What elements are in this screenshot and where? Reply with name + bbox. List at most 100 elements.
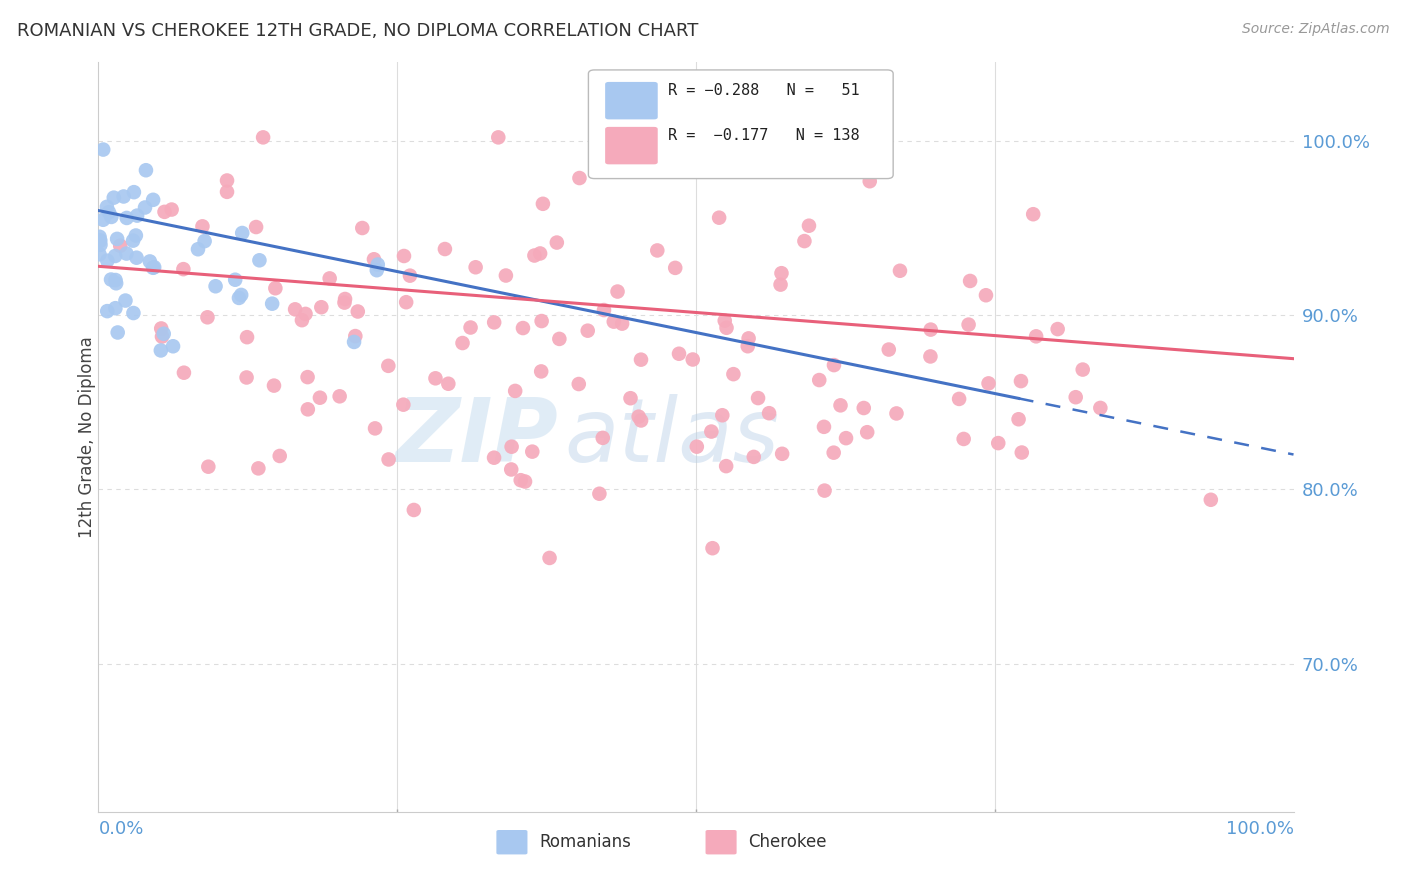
Point (395, 295, 418, 310)
Point (122, 234, 145, 248)
FancyBboxPatch shape (706, 830, 737, 855)
Point (91, 143, 114, 157)
Text: 100.0%: 100.0% (1226, 821, 1294, 838)
Point (114, 293, 136, 308)
Point (619, 391, 641, 405)
Point (1064, 390, 1087, 404)
Point (247, 461, 270, 475)
Point (104, 273, 127, 287)
Point (311, 300, 333, 314)
Point (262, 296, 284, 310)
Text: ROMANIAN VS CHEROKEE 12TH GRADE, NO DIPLOMA CORRELATION CHART: ROMANIAN VS CHEROKEE 12TH GRADE, NO DIPL… (17, 22, 699, 40)
Point (115, 211, 138, 225)
Point (172, 262, 194, 277)
Point (723, 130, 745, 145)
Point (367, 258, 389, 272)
Point (245, 220, 267, 235)
Point (886, 407, 908, 421)
Point (686, 440, 709, 454)
Point (103, 191, 125, 205)
Point (742, 450, 765, 464)
Point (482, 450, 505, 465)
Point (104, 301, 127, 316)
Point (747, 391, 769, 405)
Point (333, 292, 356, 306)
Point (852, 401, 875, 415)
Point (957, 318, 980, 332)
Point (89, 234, 111, 248)
Point (959, 274, 981, 288)
Point (664, 260, 686, 275)
Point (122, 306, 145, 320)
Point (125, 251, 148, 265)
Point (191, 219, 214, 234)
Point (523, 248, 546, 262)
Point (593, 303, 616, 318)
Point (127, 209, 149, 223)
Point (769, 277, 792, 292)
Point (451, 336, 474, 351)
Point (636, 141, 658, 155)
Point (291, 313, 314, 327)
Point (252, 130, 274, 145)
Point (920, 350, 942, 364)
Point (546, 235, 568, 250)
Point (173, 366, 195, 380)
Point (538, 550, 561, 565)
Point (568, 377, 591, 392)
FancyBboxPatch shape (589, 70, 893, 178)
Point (606, 285, 628, 299)
Point (1090, 401, 1112, 415)
Point (723, 367, 745, 381)
Point (823, 445, 845, 459)
Point (284, 302, 307, 317)
Point (399, 268, 422, 283)
Point (952, 432, 974, 446)
Point (793, 234, 815, 248)
Point (231, 226, 253, 240)
Point (758, 406, 780, 420)
Point (143, 260, 166, 275)
Point (125, 228, 148, 243)
Point (1011, 445, 1033, 459)
Point (603, 315, 626, 329)
Text: Cherokee: Cherokee (748, 833, 827, 851)
Point (713, 314, 735, 328)
Point (737, 331, 759, 345)
Point (150, 329, 173, 343)
Point (263, 378, 285, 392)
Point (89, 229, 111, 244)
Point (329, 389, 352, 403)
Point (530, 314, 553, 328)
Point (974, 288, 997, 302)
Text: 0.0%: 0.0% (98, 821, 143, 838)
Point (859, 174, 882, 188)
Point (627, 409, 650, 424)
Point (630, 413, 652, 427)
Point (711, 409, 734, 423)
FancyBboxPatch shape (496, 830, 527, 855)
Point (482, 315, 505, 329)
Point (392, 398, 415, 412)
Point (501, 440, 523, 454)
Point (142, 260, 165, 275)
Point (513, 475, 536, 489)
Point (830, 398, 852, 412)
Point (987, 436, 1010, 450)
Point (770, 447, 793, 461)
Point (100, 210, 122, 224)
Point (530, 364, 553, 378)
Point (592, 431, 614, 445)
Point (813, 420, 835, 434)
Point (770, 266, 793, 280)
Point (702, 541, 724, 556)
Point (1025, 329, 1047, 343)
Point (700, 425, 723, 439)
Point (797, 219, 820, 233)
Point (392, 249, 415, 263)
Point (224, 273, 246, 287)
Point (1199, 492, 1222, 507)
Point (105, 277, 128, 291)
Point (104, 249, 127, 263)
Point (236, 330, 259, 344)
